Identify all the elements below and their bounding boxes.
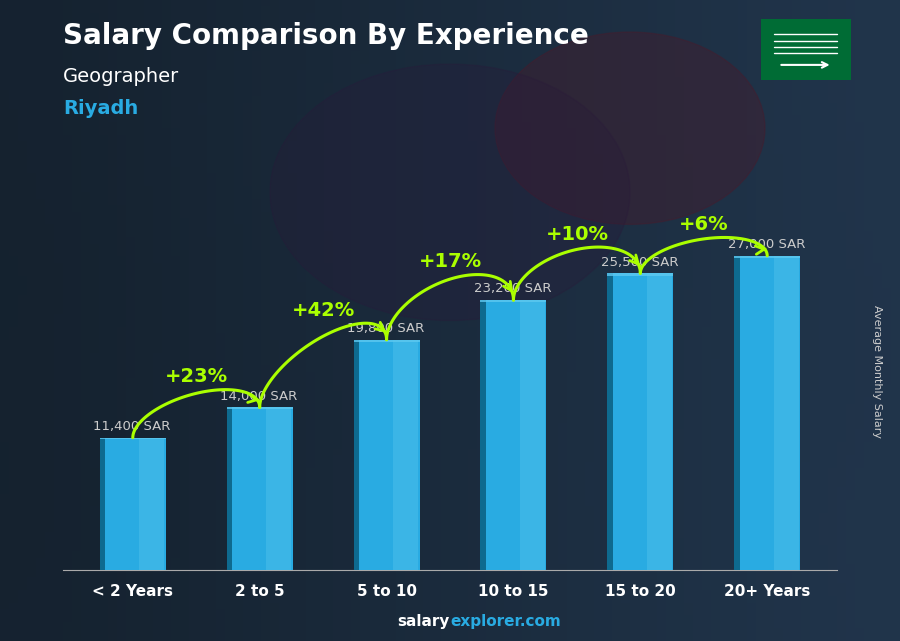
- Bar: [481, 300, 486, 570]
- Bar: [481, 300, 546, 303]
- Text: 27,000 SAR: 27,000 SAR: [728, 238, 806, 251]
- Text: explorer.com: explorer.com: [450, 615, 561, 629]
- Text: +23%: +23%: [165, 367, 228, 386]
- Bar: [734, 256, 800, 570]
- Bar: [354, 340, 419, 342]
- Bar: [481, 300, 546, 570]
- Text: salary: salary: [398, 615, 450, 629]
- Bar: [608, 273, 673, 276]
- Bar: [227, 407, 292, 408]
- Bar: [266, 407, 292, 570]
- Bar: [608, 273, 613, 570]
- Bar: [354, 340, 359, 570]
- Text: 19,800 SAR: 19,800 SAR: [347, 322, 425, 335]
- Text: Riyadh: Riyadh: [63, 99, 139, 119]
- Bar: [734, 256, 740, 570]
- Bar: [774, 256, 799, 570]
- Text: Average Monthly Salary: Average Monthly Salary: [872, 305, 883, 438]
- Bar: [227, 407, 292, 570]
- Circle shape: [495, 32, 765, 224]
- Text: +17%: +17%: [418, 252, 482, 271]
- Bar: [354, 340, 419, 570]
- Text: Geographer: Geographer: [63, 67, 179, 87]
- Bar: [734, 256, 800, 258]
- Text: 25,500 SAR: 25,500 SAR: [601, 256, 679, 269]
- Circle shape: [270, 64, 630, 321]
- Bar: [227, 407, 232, 570]
- Text: 14,000 SAR: 14,000 SAR: [220, 390, 298, 403]
- Text: +10%: +10%: [545, 224, 608, 244]
- Text: 23,200 SAR: 23,200 SAR: [474, 283, 552, 296]
- Text: 11,400 SAR: 11,400 SAR: [94, 420, 171, 433]
- Bar: [608, 273, 673, 570]
- Bar: [100, 438, 166, 570]
- Bar: [393, 340, 419, 570]
- Text: +6%: +6%: [679, 215, 729, 234]
- Text: +42%: +42%: [292, 301, 355, 320]
- Bar: [100, 438, 105, 570]
- Bar: [520, 300, 545, 570]
- Bar: [140, 438, 165, 570]
- Bar: [647, 273, 672, 570]
- Text: Salary Comparison By Experience: Salary Comparison By Experience: [63, 22, 589, 51]
